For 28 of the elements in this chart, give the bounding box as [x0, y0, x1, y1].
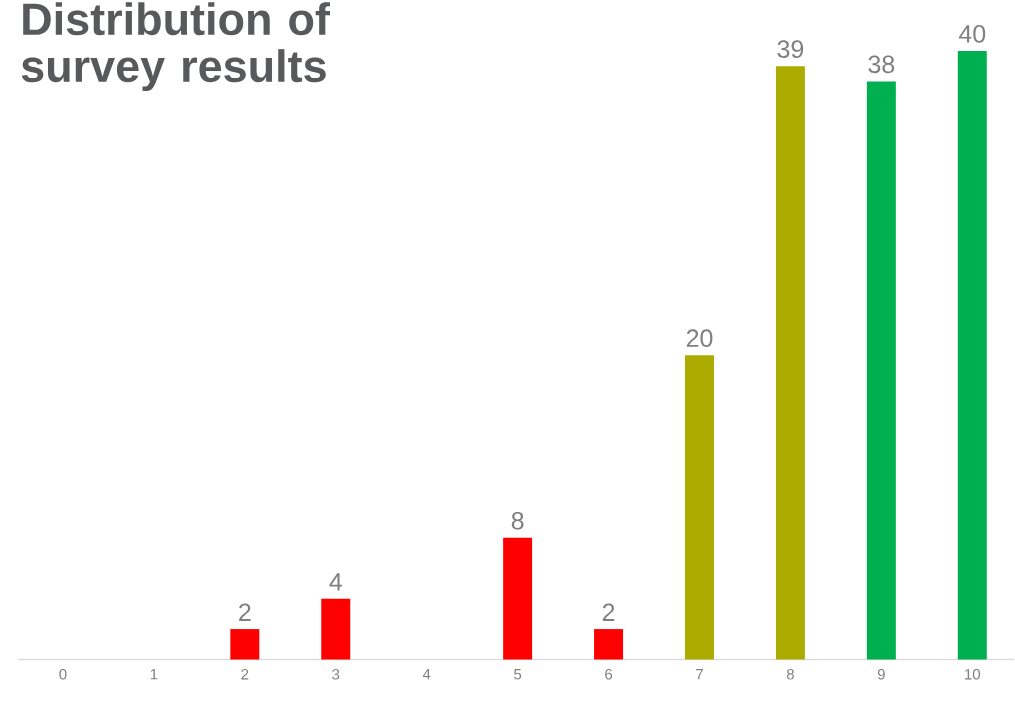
data-label: 2	[239, 603, 251, 621]
x-tick-label: 3	[332, 668, 340, 680]
bar	[594, 628, 624, 660]
x-tick-label: 2	[241, 668, 249, 680]
bar	[775, 65, 805, 660]
data-label: 38	[868, 55, 895, 73]
data-label: 8	[511, 511, 524, 530]
data-label: 2	[602, 603, 615, 621]
chart-title: Distribution of survey results	[21, 1, 331, 91]
x-tick-label: 6	[605, 668, 613, 680]
x-tick-label: 10	[965, 668, 981, 680]
bar	[503, 537, 533, 660]
x-tick-label: 4	[422, 668, 431, 680]
x-tick-label: 0	[59, 668, 67, 680]
bar	[321, 598, 351, 660]
data-label: 20	[686, 329, 713, 347]
bar	[685, 354, 714, 660]
x-tick-label: 5	[514, 668, 522, 680]
data-label: 4	[329, 573, 342, 591]
x-tick-label: 7	[696, 668, 703, 680]
x-tick-label: 1	[150, 668, 158, 680]
x-tick-label: 8	[786, 668, 794, 680]
bar	[866, 81, 896, 660]
data-label: 39	[777, 40, 804, 58]
bar	[230, 628, 260, 660]
x-tick-label: 9	[877, 668, 885, 680]
bar	[957, 50, 987, 660]
data-label: 40	[958, 24, 986, 43]
